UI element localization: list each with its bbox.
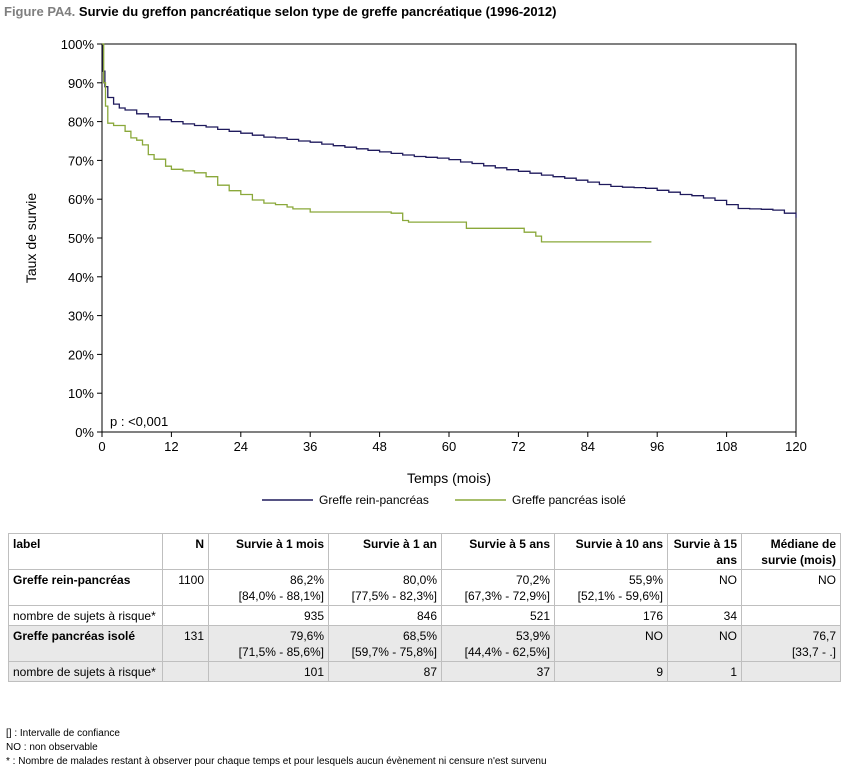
table-cell: NO <box>667 569 742 606</box>
y-tick-label: 90% <box>68 76 94 91</box>
row-label: nombre de sujets à risque* <box>8 605 163 626</box>
table-cell: 86,2% [84,0% - 88,1%] <box>208 569 329 606</box>
legend-label-2: Greffe pancréas isolé <box>512 493 626 507</box>
note-no: NO : non observable <box>6 742 98 753</box>
x-tick-label: 108 <box>716 439 738 454</box>
row-label: Greffe rein-pancréas <box>8 569 163 606</box>
y-tick-label: 30% <box>68 309 94 324</box>
x-tick-label: 0 <box>98 439 105 454</box>
legend-label-1: Greffe rein-pancréas <box>319 493 429 507</box>
table-cell: 79,6% [71,5% - 85,6%] <box>208 625 329 662</box>
y-tick-label: 70% <box>68 153 94 168</box>
table-cell: NO <box>554 625 668 662</box>
y-tick-label: 20% <box>68 347 94 362</box>
table-cell: 1100 <box>162 569 209 606</box>
figure-title-text: Survie du greffon pancréatique selon typ… <box>78 4 557 19</box>
y-tick-label: 40% <box>68 270 94 285</box>
table-row: nombre de sujets à risque* 935 846 521 176 34 <box>8 605 841 626</box>
column-header: Survie à 5 ans <box>441 533 555 570</box>
legend: Greffe rein-pancréas Greffe pancréas isol… <box>262 493 626 507</box>
x-tick-label: 12 <box>164 439 178 454</box>
row-label: Greffe pancréas isolé <box>8 625 163 662</box>
figure-title: Figure PA4. Survie du greffon pancréatiq… <box>4 4 556 19</box>
y-tick-label: 60% <box>68 192 94 207</box>
x-axis-label: Temps (mois) <box>407 470 491 486</box>
column-header: Survie à 15 ans <box>667 533 742 570</box>
results-table: label N Survie à 1 mois Survie à 1 an Survie… <box>8 533 841 682</box>
table-cell: 131 <box>162 625 209 662</box>
y-tick-label: 80% <box>68 115 94 130</box>
x-tick-label: 48 <box>372 439 386 454</box>
column-header: N <box>162 533 209 570</box>
table-cell: 87 <box>328 661 442 682</box>
x-tick-label: 96 <box>650 439 664 454</box>
table-cell <box>162 605 209 626</box>
column-header: Médiane de survie (mois) <box>741 533 841 570</box>
x-tick-label: 120 <box>785 439 807 454</box>
survival-chart: 0% 10% 20% 30% 40% 50% 60% 70% 80% 90% 100% 0 12 24 3… <box>23 37 807 507</box>
y-axis: 0% 10% 20% 30% 40% 50% 60% 70% 80% 90% 100% <box>61 37 102 440</box>
table-cell: 37 <box>441 661 555 682</box>
table-cell: 34 <box>667 605 742 626</box>
table-cell: 101 <box>208 661 329 682</box>
column-header: label <box>8 533 163 570</box>
y-tick-label: 0% <box>75 425 94 440</box>
table-cell: NO <box>667 625 742 662</box>
table-cell: 76,7 [33,7 - .] <box>741 625 841 662</box>
row-label: nombre de sujets à risque* <box>8 661 163 682</box>
table-body: Greffe rein-pancréas 1100 86,2% [84,0% - 88… <box>8 569 841 682</box>
table-cell: 1 <box>667 661 742 682</box>
table-cell: 521 <box>441 605 555 626</box>
table-row: Greffe pancréas isolé 131 79,6% [71,5% - 85… <box>8 625 841 662</box>
note-ci: [] : Intervalle de confiance <box>6 728 120 739</box>
x-tick-label: 72 <box>511 439 525 454</box>
table-cell <box>162 661 209 682</box>
table-header-row: label N Survie à 1 mois Survie à 1 an Survie… <box>8 533 841 570</box>
x-axis: 0 12 24 36 48 60 72 84 96 108 120 <box>98 432 807 454</box>
table-row: nombre de sujets à risque* 101 87 37 9 1 <box>8 661 841 682</box>
column-header: Survie à 1 an <box>328 533 442 570</box>
table-cell: 176 <box>554 605 668 626</box>
table-cell: 9 <box>554 661 668 682</box>
series-line-1 <box>102 43 797 218</box>
y-tick-label: 10% <box>68 386 94 401</box>
table-cell: 70,2% [67,3% - 72,9%] <box>441 569 555 606</box>
table-cell: 68,5% [59,7% - 75,8%] <box>328 625 442 662</box>
y-tick-label: 100% <box>61 37 95 52</box>
x-tick-label: 84 <box>581 439 595 454</box>
p-value-annotation: p : <0,001 <box>110 414 168 429</box>
table-row: Greffe rein-pancréas 1100 86,2% [84,0% - 88… <box>8 569 841 606</box>
column-header: Survie à 1 mois <box>208 533 329 570</box>
x-tick-label: 24 <box>234 439 248 454</box>
column-header: Survie à 10 ans <box>554 533 668 570</box>
note-at-risk: * : Nombre de malades restant à observer… <box>6 756 547 767</box>
y-tick-label: 50% <box>68 231 94 246</box>
figure-number: Figure PA4. <box>4 4 76 19</box>
table-cell: 935 <box>208 605 329 626</box>
table-cell: 846 <box>328 605 442 626</box>
table-cell <box>741 605 841 626</box>
plot-frame <box>101 43 797 433</box>
series-lines <box>102 43 797 243</box>
table-cell: 53,9% [44,4% - 62,5%] <box>441 625 555 662</box>
y-axis-label: Taux de survie <box>23 193 39 283</box>
table-cell <box>741 661 841 682</box>
x-tick-label: 36 <box>303 439 317 454</box>
table-cell: 80,0% [77,5% - 82,3%] <box>328 569 442 606</box>
table-cell: 55,9% [52,1% - 59,6%] <box>554 569 668 606</box>
x-tick-label: 60 <box>442 439 456 454</box>
table-cell: NO <box>741 569 841 606</box>
series-line-2 <box>102 43 652 243</box>
